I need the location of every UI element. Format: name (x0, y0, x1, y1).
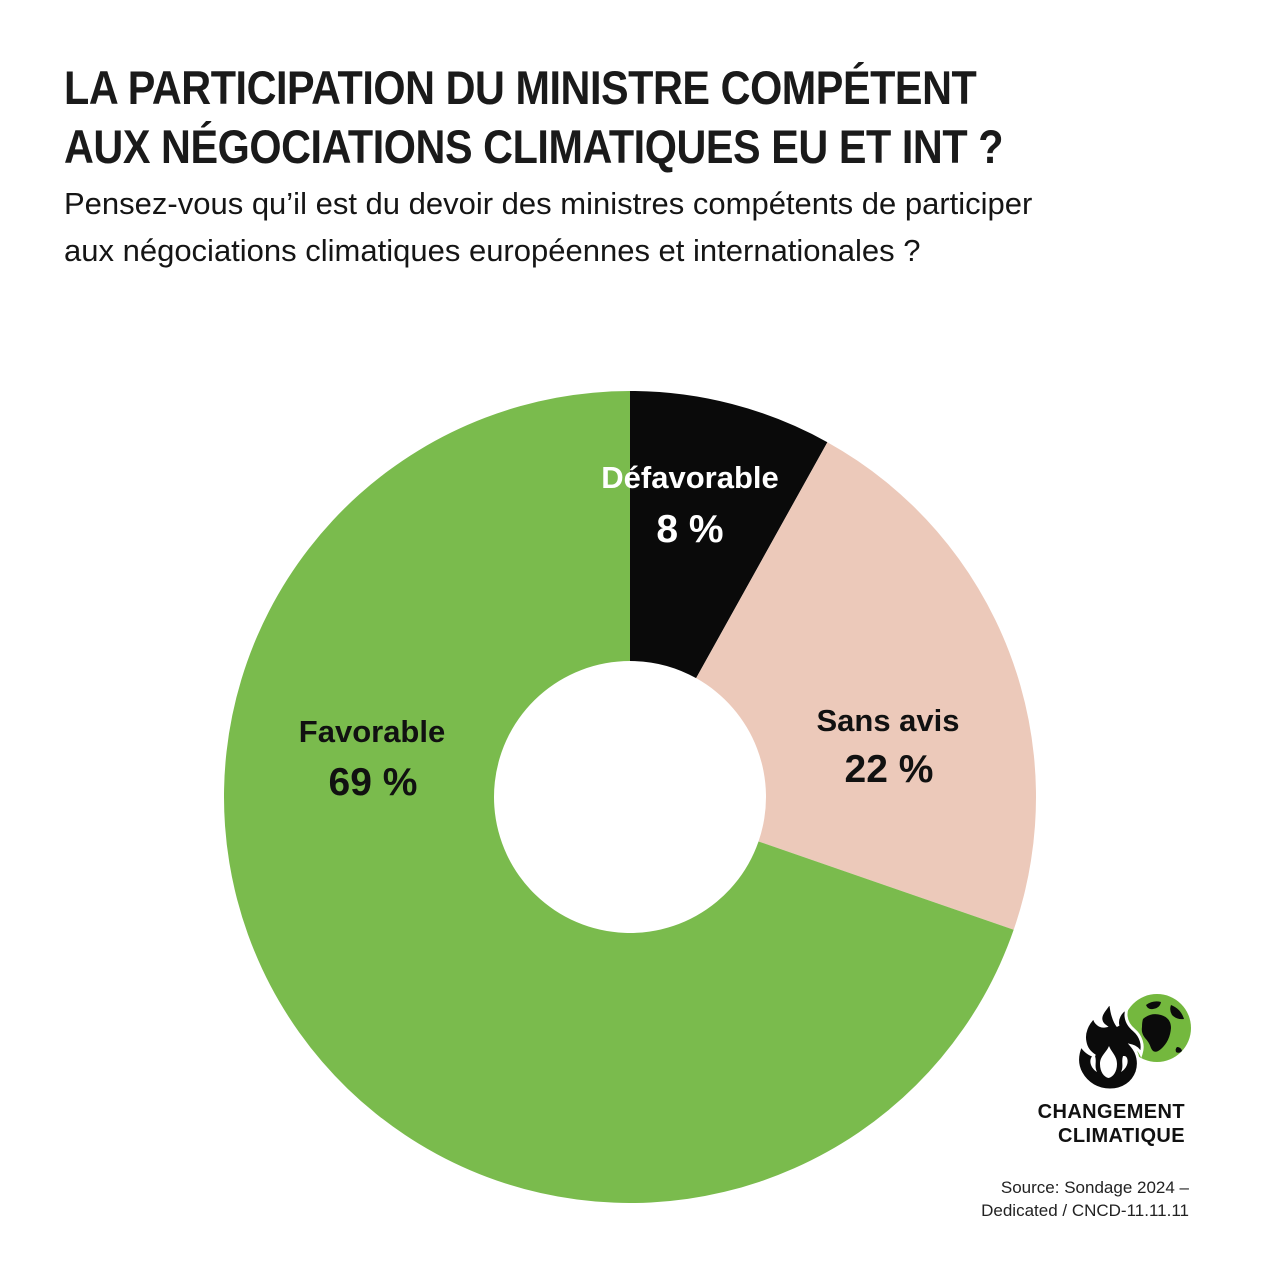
donut-chart-svg (224, 391, 1036, 1203)
page-title-line1: LA PARTICIPATION DU MINISTRE COMPÉTENT (64, 61, 977, 114)
slice-value-favorable: 69 % (328, 761, 418, 804)
logo-wordmark: CHANGEMENT CLIMATIQUE (1038, 1100, 1185, 1148)
slice-label-sans-avis: Sans avis (816, 703, 960, 738)
logo-wordmark-line2: CLIMATIQUE (1058, 1125, 1185, 1147)
logo-wordmark-line1: CHANGEMENT (1037, 1101, 1185, 1123)
source-note: Source: Sondage 2024 – Dedicated / CNCD-… (981, 1176, 1189, 1222)
donut-chart: Défavorable 8 % Sans avis 22 % Favorable… (224, 391, 1036, 1203)
slice-label-favorable: Favorable (298, 714, 446, 749)
slice-sans-avis (696, 442, 1036, 930)
slice-défavorable (630, 391, 828, 679)
page-title-line2: AUX NÉGOCIATIONS CLIMATIQUES EU ET INT ? (64, 120, 1004, 173)
slice-value-defavorable: 8 % (656, 508, 724, 551)
slice-label-defavorable: Défavorable (601, 460, 779, 495)
slice-value-sans-avis: 22 % (844, 748, 934, 791)
page-title: LA PARTICIPATION DU MINISTRE COMPÉTENT A… (64, 58, 1003, 176)
page-subtitle-line2: aux négociations climatiques européennes… (64, 233, 921, 268)
source-note-line2: Dedicated / CNCD-11.11.11 (981, 1201, 1189, 1220)
slice-favorable (224, 391, 1014, 1203)
source-note-line1: Source: Sondage 2024 – (1000, 1178, 1189, 1197)
flame-globe-icon (1076, 990, 1191, 1092)
page-subtitle: Pensez-vous qu’il est du devoir des mini… (64, 180, 1032, 274)
page-subtitle-line1: Pensez-vous qu’il est du devoir des mini… (64, 186, 1033, 221)
